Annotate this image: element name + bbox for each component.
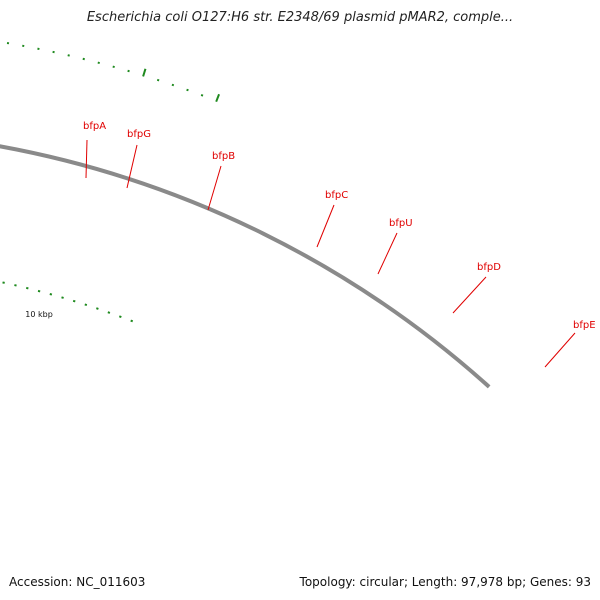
gene-label: bfpD xyxy=(477,262,501,273)
gene-leader-line xyxy=(85,139,88,179)
inner-tick xyxy=(130,319,134,323)
inner-tick xyxy=(96,307,99,310)
gene-leader-line xyxy=(544,332,576,368)
inner-tick-ring xyxy=(2,281,134,323)
accession-text: Accession: NC_011603 xyxy=(9,575,146,589)
outer-tick xyxy=(200,93,204,97)
outer-tick xyxy=(171,83,175,87)
gene-label: bfpA xyxy=(83,121,106,132)
gene-leader-line xyxy=(126,144,138,189)
gene-leader-line xyxy=(452,276,487,314)
outer-tick xyxy=(112,65,115,69)
outer-tick xyxy=(186,88,189,92)
inner-tick xyxy=(84,303,88,307)
inner-tick xyxy=(61,296,64,299)
gene-label: bfpU xyxy=(389,218,413,229)
kbp-labels: 3 kbp4 kbp5 kbp6 kbp7 kbp8 kbp9 kbp10 kb… xyxy=(25,310,53,319)
gene-labels: bfpA bfpG bfpB bfpC bfpU bfpD bfpE xyxy=(83,121,596,368)
gene-label: bfpE xyxy=(573,320,596,331)
map-title: Escherichia coli O127:H6 str. E2348/69 p… xyxy=(86,10,514,25)
inner-tick xyxy=(118,315,122,318)
gene-leader-line xyxy=(207,165,222,211)
outer-tick xyxy=(142,68,147,77)
gene-leader-line xyxy=(316,204,335,248)
plasmid-backbone xyxy=(0,144,491,389)
outer-tick xyxy=(97,61,100,65)
gene-label: bfpG xyxy=(127,129,151,140)
inner-tick xyxy=(72,299,76,303)
gene-leader-line xyxy=(377,232,398,275)
outer-tick xyxy=(127,69,130,73)
outer-tick xyxy=(156,78,160,82)
gene-label: bfpC xyxy=(325,190,348,201)
inner-tick xyxy=(37,289,41,293)
kbp-label: 10 kbp xyxy=(25,310,53,319)
outer-tick-ring xyxy=(6,41,220,103)
topology-summary: Topology: circular; Length: 97,978 bp; G… xyxy=(299,575,591,589)
inner-tick xyxy=(49,293,53,296)
gene-label: bfpB xyxy=(212,151,235,162)
outer-tick xyxy=(215,93,220,103)
inner-tick xyxy=(107,311,111,314)
